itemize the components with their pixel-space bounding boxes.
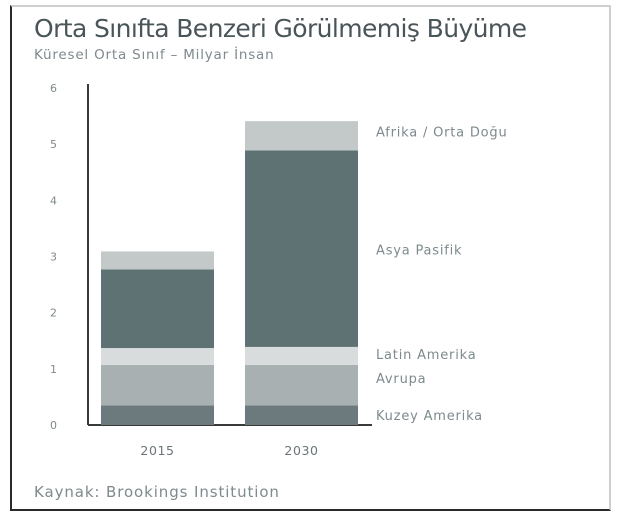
bar-segment [101,348,214,365]
bar-segment [245,150,358,347]
bar-segment [245,405,358,425]
y-tick-label: 4 [50,194,57,207]
bar-segment [101,364,214,406]
y-tick-label: 1 [50,363,57,376]
bar-segment [101,405,214,425]
bar-segment [245,364,358,406]
y-tick-label: 6 [50,82,57,95]
x-tick-label: 2030 [284,443,318,458]
series-label: Avrupa [376,372,426,387]
bar-segment [245,121,358,151]
chart-subtitle: Küresel Orta Sınıf – Milyar İnsan [34,47,275,63]
y-tick-label: 0 [50,419,57,432]
y-tick-label: 5 [50,138,57,151]
y-tick-label: 3 [50,251,57,264]
series-label: Latin Amerika [376,348,476,363]
series-label: Kuzey Amerika [376,409,483,424]
bar-segment [101,251,214,270]
series-label: Afrika / Orta Doğu [376,126,508,141]
chart-title: Orta Sınıfta Benzeri Görülmemiş Büyüme [34,14,527,43]
bar-segment [245,346,358,365]
source-note: Kaynak: Brookings Institution [34,483,280,501]
y-tick-label: 2 [50,307,57,320]
x-tick-label: 2015 [140,443,174,458]
bar-segment [101,269,214,349]
series-label: Asya Pasifik [376,244,462,259]
